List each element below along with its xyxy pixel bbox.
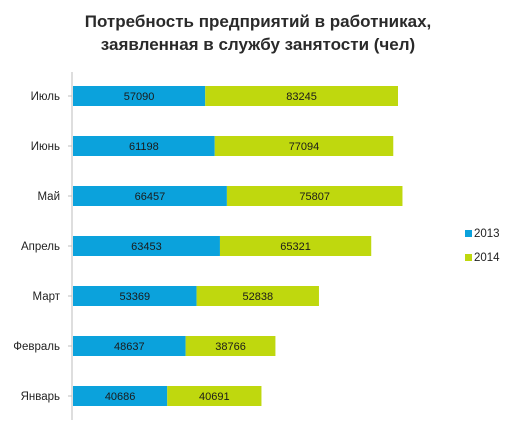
category-label: Январь (21, 391, 60, 403)
bar-2014 (226, 186, 403, 206)
bar-2013 (73, 336, 186, 356)
bar-2013 (73, 386, 168, 406)
category-label: Май (37, 191, 60, 203)
bar-2014 (185, 336, 276, 356)
bar-2014 (196, 286, 319, 306)
chart-title-line-1: Потребность предприятий в работниках, (84, 12, 432, 31)
bar-2013 (73, 136, 215, 156)
category-label: Июль (31, 91, 60, 103)
bar-2014 (219, 236, 372, 256)
category-label: Апрель (21, 241, 60, 253)
data-label-2013: 53369 (120, 291, 151, 303)
category-label: Июнь (31, 141, 60, 153)
category-label: Март (32, 291, 60, 303)
data-label-2013: 66457 (135, 191, 166, 203)
bar-2014 (214, 136, 394, 156)
legend-label-2013: 2013 (474, 228, 500, 240)
legend-swatch-2014 (465, 254, 472, 261)
bar-2014 (167, 386, 262, 406)
legend-swatch-2013 (465, 230, 472, 237)
data-label-2013: 63453 (131, 241, 162, 253)
data-label-2014: 40691 (199, 391, 230, 403)
bar-2013 (73, 186, 227, 206)
data-label-2014: 77094 (289, 141, 320, 153)
data-label-2013: 61198 (129, 141, 159, 153)
data-label-2014: 75807 (299, 191, 330, 203)
bar-2013 (73, 86, 206, 106)
data-label-2013: 48637 (114, 341, 145, 353)
data-label-2014: 83245 (286, 91, 317, 103)
data-label-2014: 65321 (280, 241, 311, 253)
bar-2013 (73, 286, 197, 306)
data-label-2014: 38766 (215, 341, 246, 353)
data-label-2014: 52838 (242, 291, 273, 303)
category-label: Февраль (13, 341, 60, 353)
data-label-2013: 40686 (105, 391, 136, 403)
chart-title: Потребность предприятий в работниках, за… (0, 10, 516, 56)
data-label-2013: 57090 (124, 91, 155, 103)
bar-2013 (73, 236, 220, 256)
chart-title-line-2: заявленная в службу занятости (чел) (100, 35, 416, 54)
bar-2014 (205, 86, 398, 106)
legend-label-2014: 2014 (474, 252, 500, 264)
